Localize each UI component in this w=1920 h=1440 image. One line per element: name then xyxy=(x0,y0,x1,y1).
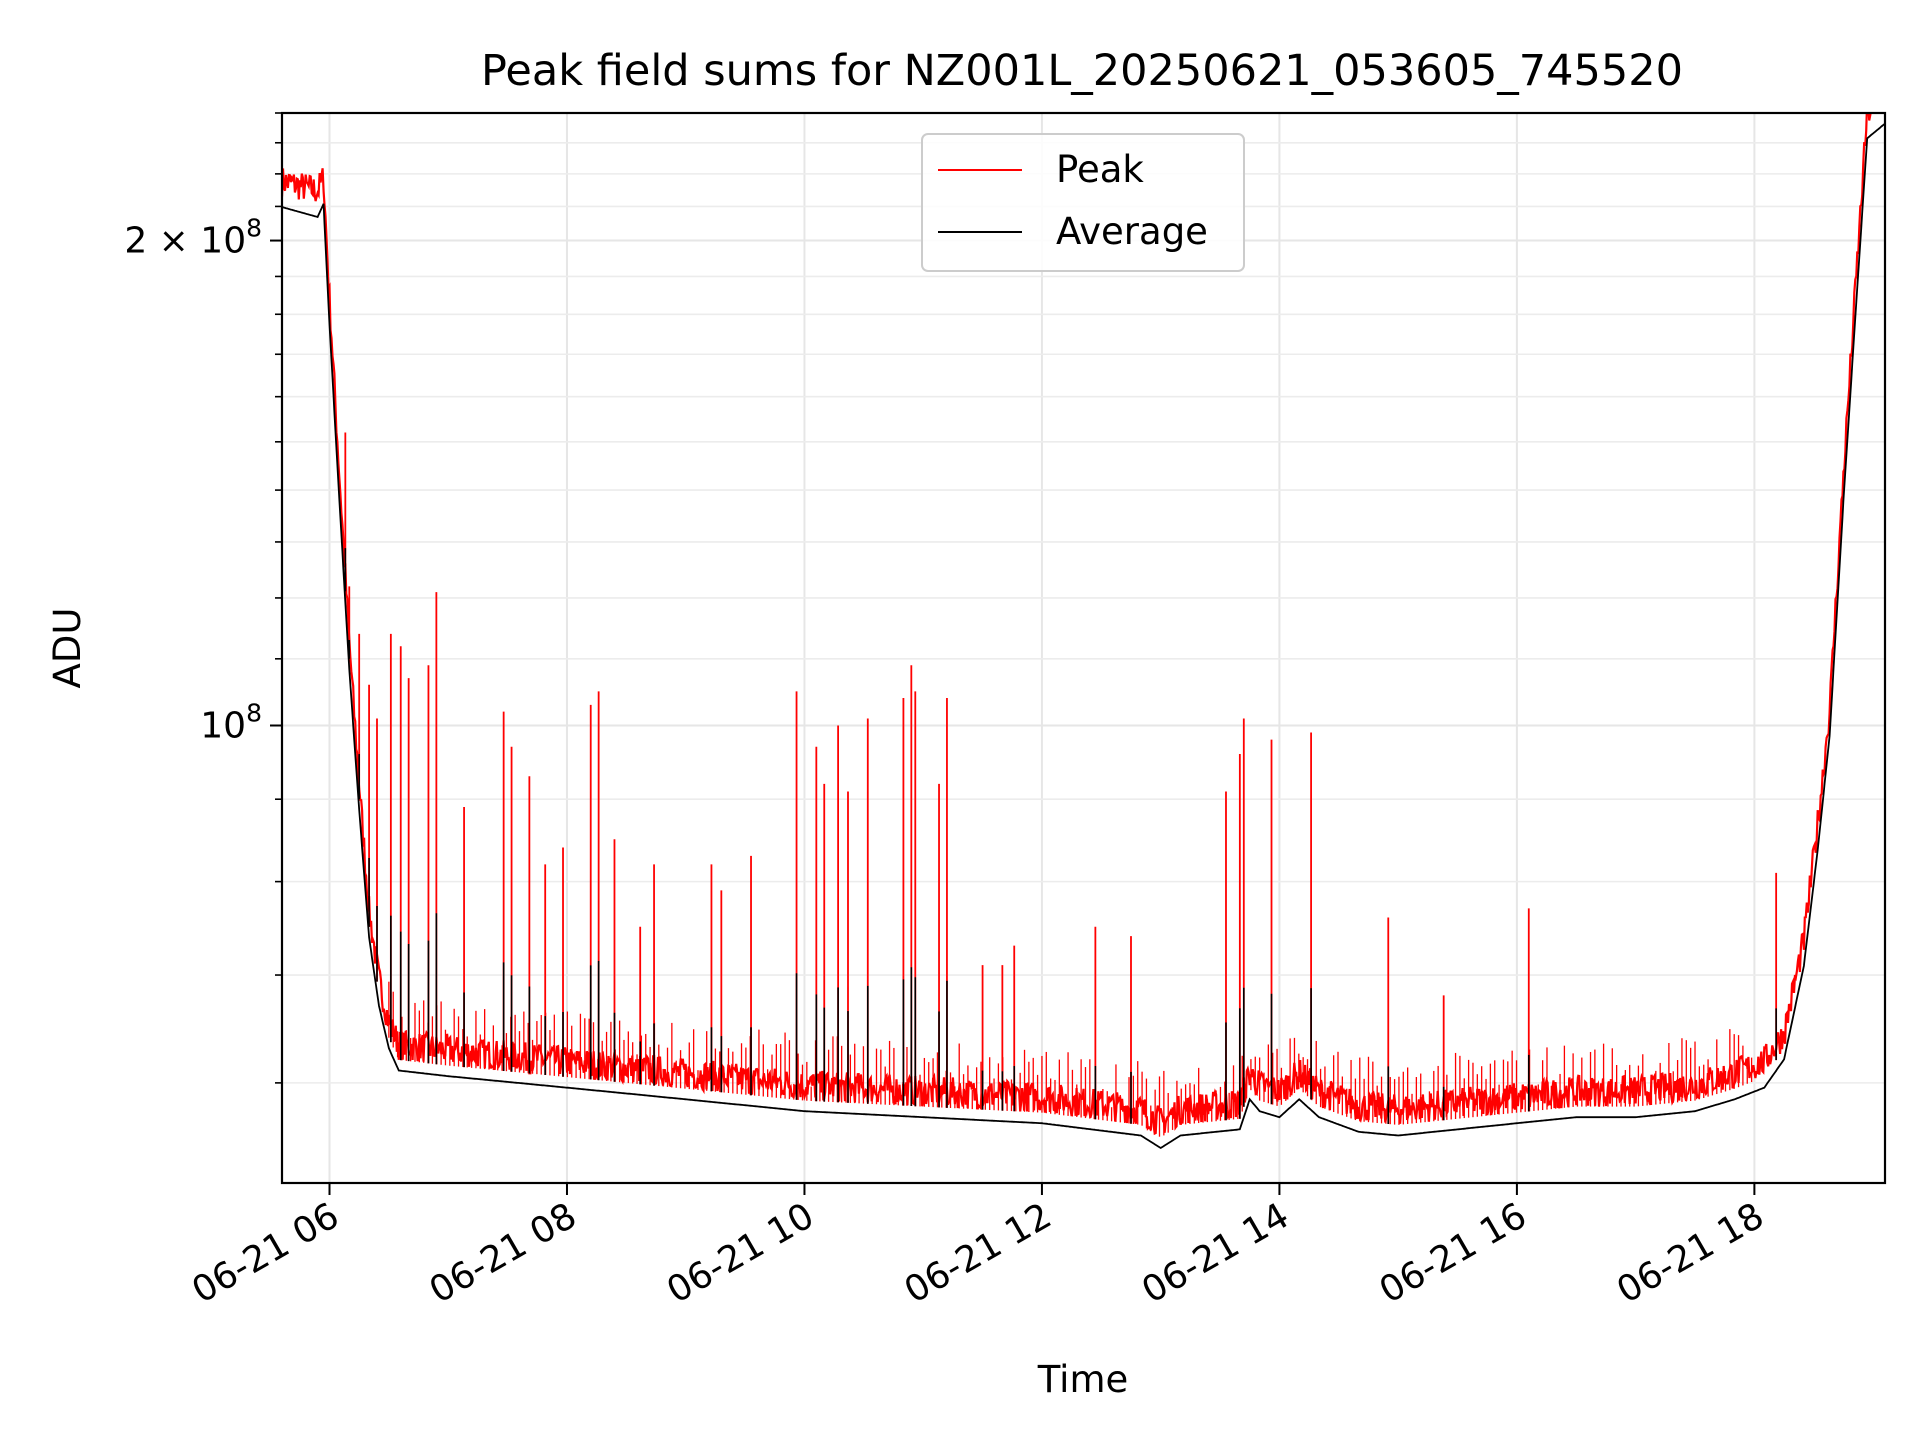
series-average-spikes xyxy=(344,548,1777,1125)
legend: Peak Average xyxy=(921,133,1245,272)
x-tick-label: 06-21 06 xyxy=(185,1195,346,1311)
legend-average-label: Average xyxy=(1056,210,1208,253)
x-tick-label: 06-21 08 xyxy=(423,1195,584,1311)
y-axis-label: ADU xyxy=(46,608,89,689)
series-peak-spikes xyxy=(344,432,1778,1125)
grid-lines xyxy=(282,112,1885,1183)
chart-title: Peak field sums for NZ001L_20250621_0536… xyxy=(481,46,1683,96)
x-tick-label: 06-21 12 xyxy=(898,1195,1059,1311)
y-tick-label: 108 xyxy=(200,698,262,746)
x-tick-label: 06-21 18 xyxy=(1610,1195,1771,1311)
y-tick-label: 2 × 108 xyxy=(124,214,262,262)
x-tick-label: 06-21 16 xyxy=(1373,1195,1534,1311)
x-axis: 06-21 06 06-21 08 06-21 10 06-21 12 06-21 14… xyxy=(185,1183,1771,1312)
y-axis: 108 2 × 108 xyxy=(124,214,282,746)
x-axis-label: Time xyxy=(1037,1358,1129,1401)
x-tick-label: 06-21 14 xyxy=(1135,1195,1296,1311)
series-average-line xyxy=(282,122,1885,1150)
series-peak-line xyxy=(282,113,1872,1136)
series-peak-noise xyxy=(388,981,1753,1137)
x-tick-label: 06-21 10 xyxy=(660,1195,821,1311)
legend-box xyxy=(921,133,1245,272)
plot-frame xyxy=(280,111,1887,1185)
legend-peak-label: Peak xyxy=(1056,148,1144,191)
y-minor-ticks xyxy=(275,112,282,1084)
